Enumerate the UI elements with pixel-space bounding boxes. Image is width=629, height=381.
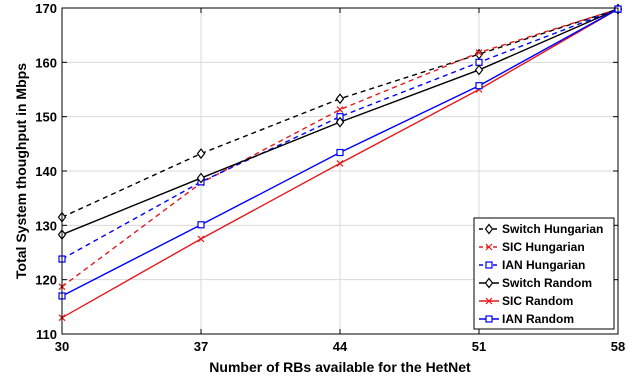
y-axis-label: Total System thoughput in Mbps — [13, 63, 29, 279]
x-tick-label: 51 — [472, 339, 486, 354]
y-tick-label: 170 — [35, 1, 57, 16]
data-point — [197, 235, 205, 243]
y-axis-ticks: 110 120 130 140 150 160 170 — [35, 1, 618, 342]
legend-item: Switch Hungarian — [479, 222, 603, 236]
data-point — [336, 106, 344, 114]
x-axis-label: Number of RBs available for the HetNet — [209, 359, 471, 375]
legend: Switch Hungarian SIC Hungarian IAN Hungari… — [473, 217, 615, 330]
legend-swatch-marker — [485, 315, 493, 323]
data-point — [336, 148, 344, 157]
x-tick-label: 37 — [194, 339, 208, 354]
y-tick-label: 160 — [35, 55, 57, 70]
legend-label: Switch Random — [502, 276, 592, 290]
data-point — [474, 48, 484, 60]
legend-swatch-marker — [484, 277, 494, 289]
x-axis-ticks: 30 37 44 51 58 — [55, 8, 625, 354]
data-point — [336, 159, 344, 167]
x-tick-label: 44 — [333, 339, 348, 354]
legend-label: IAN Random — [502, 312, 574, 326]
legend-item: Switch Random — [479, 276, 592, 290]
legend-swatch-marker — [485, 243, 493, 251]
y-tick-label: 120 — [35, 273, 57, 288]
data-point — [197, 221, 205, 229]
legend-label: IAN Hungarian — [502, 258, 585, 272]
legend-item: SIC Random — [479, 294, 573, 308]
legend-item: IAN Hungarian — [479, 258, 585, 272]
legend-swatch-marker — [485, 261, 493, 269]
legend-swatch-marker — [485, 297, 493, 305]
y-tick-label: 150 — [35, 110, 57, 125]
legend-label: SIC Hungarian — [502, 240, 585, 254]
data-point — [335, 93, 345, 105]
legend-label: Switch Hungarian — [502, 222, 603, 236]
data-point — [475, 82, 483, 90]
x-tick-label: 30 — [55, 339, 69, 354]
x-tick-label: 58 — [611, 339, 625, 354]
data-point — [475, 49, 483, 56]
y-tick-label: 140 — [35, 164, 57, 179]
series-line — [61, 8, 619, 218]
legend-item: IAN Random — [479, 312, 574, 326]
series-group — [57, 3, 623, 322]
data-point — [475, 58, 483, 66]
data-point — [196, 148, 206, 160]
legend-box — [473, 217, 615, 330]
data-point — [474, 64, 484, 76]
y-tick-label: 110 — [36, 327, 57, 342]
y-tick-label: 130 — [35, 218, 57, 233]
data-point — [335, 116, 345, 128]
legend-label: SIC Random — [502, 294, 573, 308]
legend-swatch-marker — [484, 223, 494, 235]
data-point — [196, 172, 206, 184]
legend-item: SIC Hungarian — [479, 240, 585, 254]
